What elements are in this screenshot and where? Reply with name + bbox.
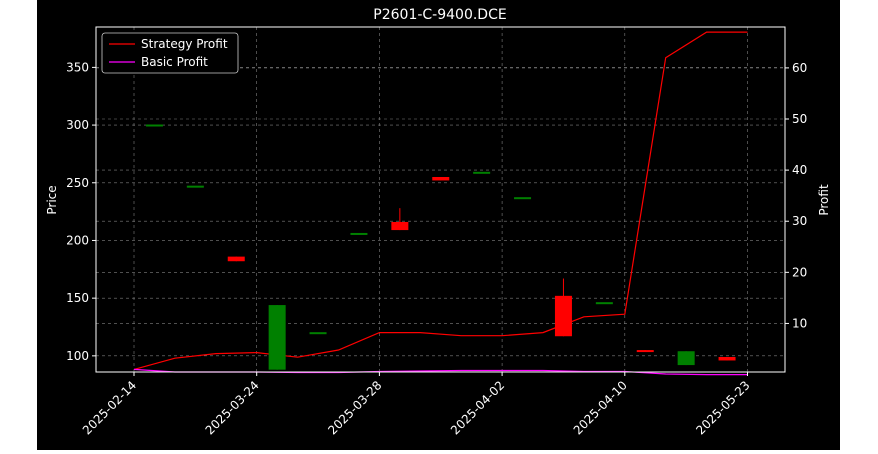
candle-body — [186, 185, 204, 188]
legend: Strategy Profit Basic Profit — [101, 32, 239, 74]
legend-label-strategy: Strategy Profit — [141, 37, 228, 51]
y2-tick-label: 40 — [792, 163, 807, 177]
plot-frame — [95, 26, 786, 373]
candle-body — [227, 256, 245, 262]
candle-body — [636, 350, 654, 353]
x-tick-label: 2025-04-02 — [448, 378, 507, 437]
candle-body — [718, 357, 736, 361]
candle-body — [350, 232, 368, 235]
axis-layer: 2025-02-14 2025-03-24 2025-03-28 2025-04-02… — [66, 60, 807, 437]
x-tick-label: 2025-03-28 — [325, 378, 384, 437]
candle-body — [473, 171, 491, 174]
chart-title: P2601-C-9400.DCE — [373, 7, 506, 23]
y2-tick-label: 20 — [792, 265, 807, 279]
strategy-profit-line — [133, 31, 748, 370]
candle-body — [677, 351, 695, 366]
y2-tick-label: 50 — [792, 112, 807, 126]
chart-svg: P2601-C-9400.DCE 2025-02-14 2025-03-24 202… — [45, 7, 831, 437]
y2-axis-label: Profit — [817, 184, 831, 216]
candle-body — [554, 295, 572, 337]
y-axis-label: Price — [45, 185, 59, 214]
legend-box — [101, 32, 239, 74]
x-tick-label: 2025-03-24 — [203, 378, 262, 437]
x-tick-label: 2025-05-23 — [693, 378, 752, 437]
y-tick-label: 300 — [66, 118, 89, 132]
y2-tick-label: 10 — [792, 316, 807, 330]
x-tick-label: 2025-04-10 — [571, 378, 630, 437]
y2-tick-label: 30 — [792, 214, 807, 228]
x-tick-label: 2025-02-14 — [80, 378, 139, 437]
y-tick-label: 350 — [66, 60, 89, 74]
candle-body — [514, 197, 532, 200]
y-tick-label: 200 — [66, 233, 89, 247]
y2-tick-label: 60 — [792, 61, 807, 75]
candle-body — [432, 177, 450, 181]
candle-body — [391, 222, 409, 231]
y-tick-label: 250 — [66, 176, 89, 190]
y-tick-label: 150 — [66, 291, 89, 305]
legend-label-basic: Basic Profit — [141, 55, 208, 69]
grid-layer — [96, 27, 785, 372]
candle-body — [268, 305, 286, 370]
candle-body — [309, 332, 327, 335]
candle-layer — [145, 124, 736, 370]
candle-body — [595, 302, 613, 305]
candle-body — [145, 124, 163, 127]
chart-figure: P2601-C-9400.DCE 2025-02-14 2025-03-24 202… — [37, 0, 840, 450]
y-tick-label: 100 — [66, 349, 89, 363]
